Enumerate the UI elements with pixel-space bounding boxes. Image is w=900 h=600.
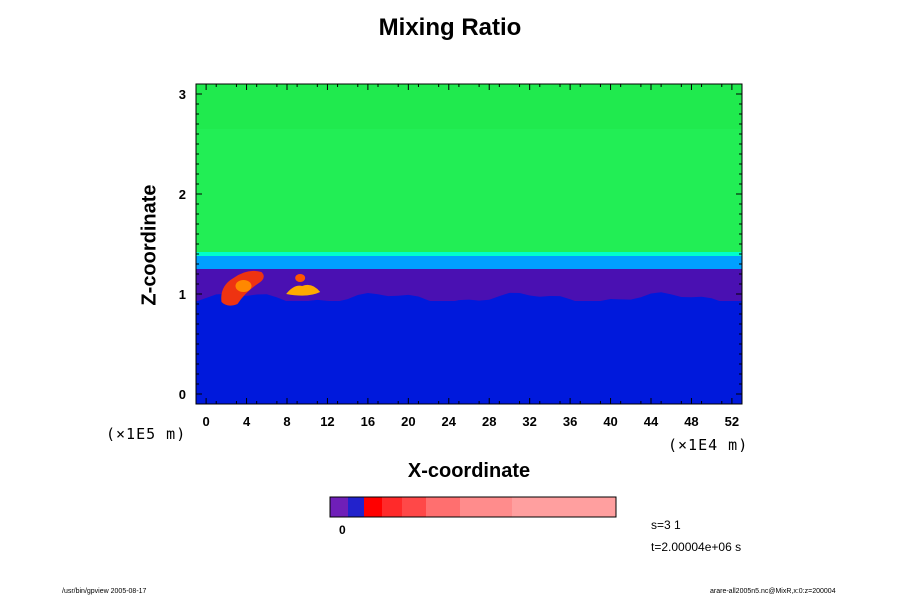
x-tick-label: 32	[522, 414, 536, 429]
field-layers	[196, 84, 742, 404]
x-tick-label: 16	[361, 414, 375, 429]
layer-upper-band	[196, 84, 742, 129]
layer-low	[196, 301, 742, 404]
x-tick-label: 8	[283, 414, 290, 429]
x-tick-label: 48	[684, 414, 698, 429]
footer-source: arare-all2005n5.nc@MixR,x:0:z=200004	[710, 588, 836, 595]
x-axis-label: X-coordinate	[407, 460, 531, 482]
time-info: t=2.00004e+06 s	[651, 540, 742, 554]
colorbar-segment	[382, 497, 402, 517]
footer-command: /usr/bin/gpview 2005-08-17	[62, 588, 147, 595]
colorbar-segment	[364, 497, 382, 517]
red-plume-core	[235, 280, 252, 292]
orange-plume	[286, 284, 321, 296]
colorbar-segment	[348, 497, 364, 517]
y-tick-label: 1	[179, 287, 186, 302]
x-tick-label: 52	[725, 414, 739, 429]
y-tick-label: 0	[179, 387, 186, 402]
x-tick-label: 36	[563, 414, 577, 429]
chart-title: Mixing Ratio	[378, 14, 522, 41]
x-tick-label: 12	[320, 414, 334, 429]
colorbar-segment	[402, 497, 426, 517]
x-tick-label: 4	[243, 414, 251, 429]
colorbar-tick-label: 0	[339, 523, 346, 537]
y-axis-label: Z-coordinate	[138, 184, 161, 306]
step-info: s=3 1	[651, 518, 681, 532]
x-tick-label: 0	[202, 414, 209, 429]
colorbar-segment	[426, 497, 460, 517]
y-tick-label: 2	[179, 187, 186, 202]
x-tick-label: 40	[603, 414, 617, 429]
orange-plume-tip	[295, 274, 306, 282]
x-tick-label: 24	[442, 414, 457, 429]
x-tick-label: 28	[482, 414, 496, 429]
x-tick-label: 44	[644, 414, 659, 429]
y-unit-label: (×1E5 m)	[106, 425, 187, 443]
lower-boundary	[196, 292, 742, 314]
x-unit-label: (×1E4 m)	[668, 436, 749, 454]
y-tick-label: 3	[179, 87, 186, 102]
layer-mid-high	[196, 252, 742, 256]
colorbar-segment	[512, 497, 616, 517]
x-tick-label: 20	[401, 414, 415, 429]
colorbar-segment	[460, 497, 512, 517]
colorbar-frame	[329, 496, 617, 518]
layer-mid	[196, 256, 742, 269]
colorbar-segment	[330, 497, 348, 517]
